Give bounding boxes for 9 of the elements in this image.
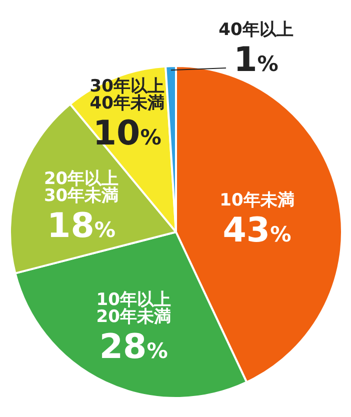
data-label: 10% — [92, 114, 162, 154]
slice-label: 10年以上20年未満 — [96, 290, 171, 328]
slice-label: 20年以上30年未満 — [44, 169, 119, 206]
data-label: 43% — [222, 210, 292, 250]
data-label: 28% — [99, 327, 168, 368]
slice-label: 10年未満 — [220, 190, 294, 210]
data-label: 18% — [47, 206, 116, 246]
slice-label: 40年以上 — [218, 20, 294, 40]
data-label: 1% — [234, 40, 278, 80]
